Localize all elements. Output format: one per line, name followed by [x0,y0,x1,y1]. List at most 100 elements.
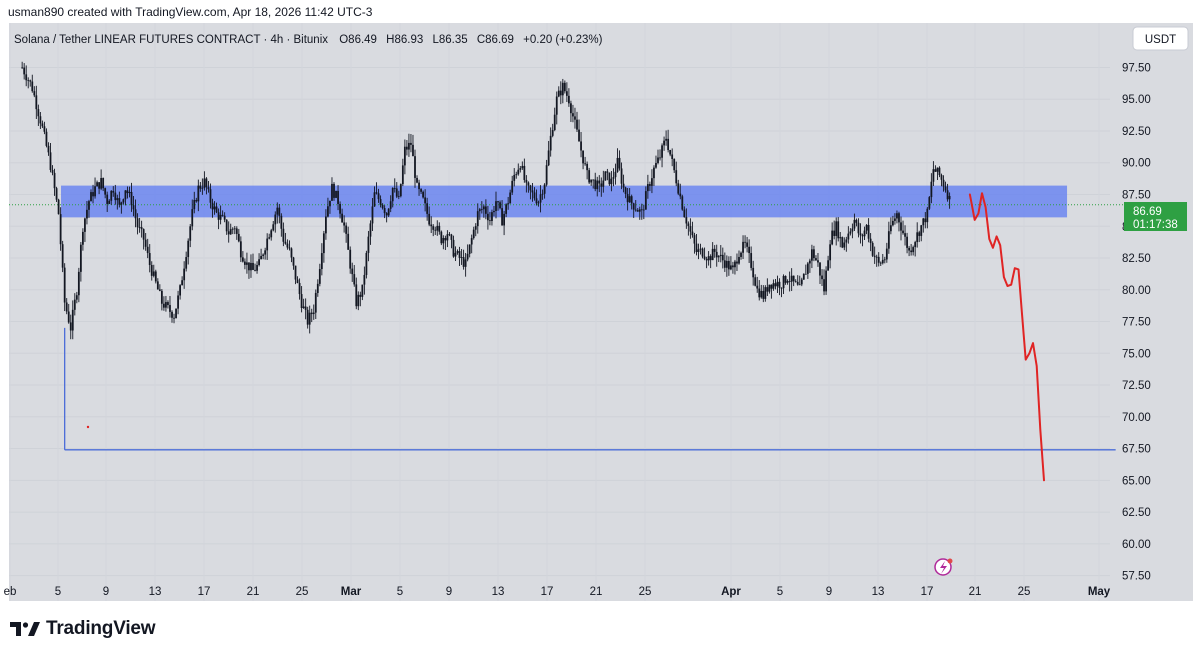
candle-body [604,171,607,181]
candle-body [450,234,453,240]
candle-body [231,228,234,230]
candle-body [325,216,327,234]
candle-body [841,237,844,248]
candle-body [102,178,105,189]
candle-body [393,188,396,189]
candle-body [408,142,410,150]
candle-body [796,281,799,285]
time-tick-label: 21 [247,586,260,598]
candle-body [586,163,589,171]
candle-body [555,96,558,115]
candle-body [829,244,832,261]
candle-body [770,284,773,289]
candle-body [748,246,751,254]
candle-body [926,208,929,223]
time-tick-label: 9 [446,586,452,598]
candle-body [811,249,813,261]
candle-body [88,201,90,210]
candle-body [262,254,265,256]
candle-body [55,188,58,200]
candle-body [657,157,659,164]
candle-body [426,203,429,214]
candle-body [337,190,339,204]
candle-body [21,67,24,69]
candle-body [272,224,275,231]
candle-body [79,244,82,272]
candle-body [821,275,823,280]
alert-lightning-icon[interactable] [934,558,953,576]
candle-body [367,236,370,253]
candle-body [329,200,331,207]
candle-body [357,294,360,307]
candle-body [268,237,271,239]
candle-body [661,145,663,158]
candle-body [286,243,289,248]
candle-body [138,227,141,229]
candle-body [505,204,508,214]
resistance-zone[interactable] [61,185,1068,218]
candle-body [653,167,655,179]
legend-open-label: O [339,34,348,46]
candle-body [574,116,576,120]
candle-body [813,249,815,259]
price-tick-label: 72.50 [1122,380,1151,392]
time-tick-label: 25 [1018,586,1031,598]
candle-body [399,184,402,197]
candle-body [260,255,262,260]
candle-body [788,281,791,282]
candle-body [389,201,392,209]
candle-body [640,209,643,211]
candle-body [264,250,267,255]
candle-body [120,202,123,205]
currency-button[interactable]: USDT [1132,26,1189,51]
bearish-projection[interactable] [968,192,1045,482]
candle-body [879,262,882,264]
time-tick-label: 5 [55,586,61,598]
attribution-text: usman890 created with TradingView.com, A… [8,5,373,19]
candle-body [148,253,151,266]
candle-body [244,261,246,265]
candle-body [499,202,501,209]
candle-body [910,250,913,253]
candle-body [701,248,704,257]
candle-body [742,241,744,253]
candle-body [861,235,864,237]
tradingview-logo[interactable]: TradingView [10,617,156,641]
candle-body [936,167,939,172]
candle-body [790,275,793,282]
price-axis-labels: 57.50 60.00 62.50 65.00 67.50 70.00 72.50 75.00… [1122,62,1151,582]
candle-body [695,243,698,253]
candle-body [116,198,119,201]
candle-body [175,308,177,319]
candle-body [519,168,522,170]
candle-body [772,283,775,289]
candle-body [122,199,125,203]
candle-body [181,280,184,286]
candle-body [723,260,726,268]
legend-high-label: H [386,34,394,46]
candle-body [612,177,615,179]
candle-body [914,242,917,248]
candle-body [387,208,390,216]
candle-body [802,273,805,280]
candle-body [531,190,534,193]
legend: Solana / Tether LINEAR FUTURES CONTRACT … [14,34,603,46]
candle-body [843,242,846,248]
candle-body [699,248,702,250]
candle-body [709,256,712,261]
candle-body [877,256,880,263]
candle-body [432,226,435,230]
candle-body [227,231,230,235]
time-tick-label: 17 [541,586,554,598]
candle-body [284,241,287,244]
candle-body [385,213,388,216]
candle-body [248,262,250,271]
time-tick-label: 17 [921,586,934,598]
candle-body [592,179,595,181]
candle-body [177,295,179,309]
candle-body [614,171,617,178]
candle-body [197,185,200,202]
candle-body [452,239,455,257]
candle-body [25,74,28,81]
